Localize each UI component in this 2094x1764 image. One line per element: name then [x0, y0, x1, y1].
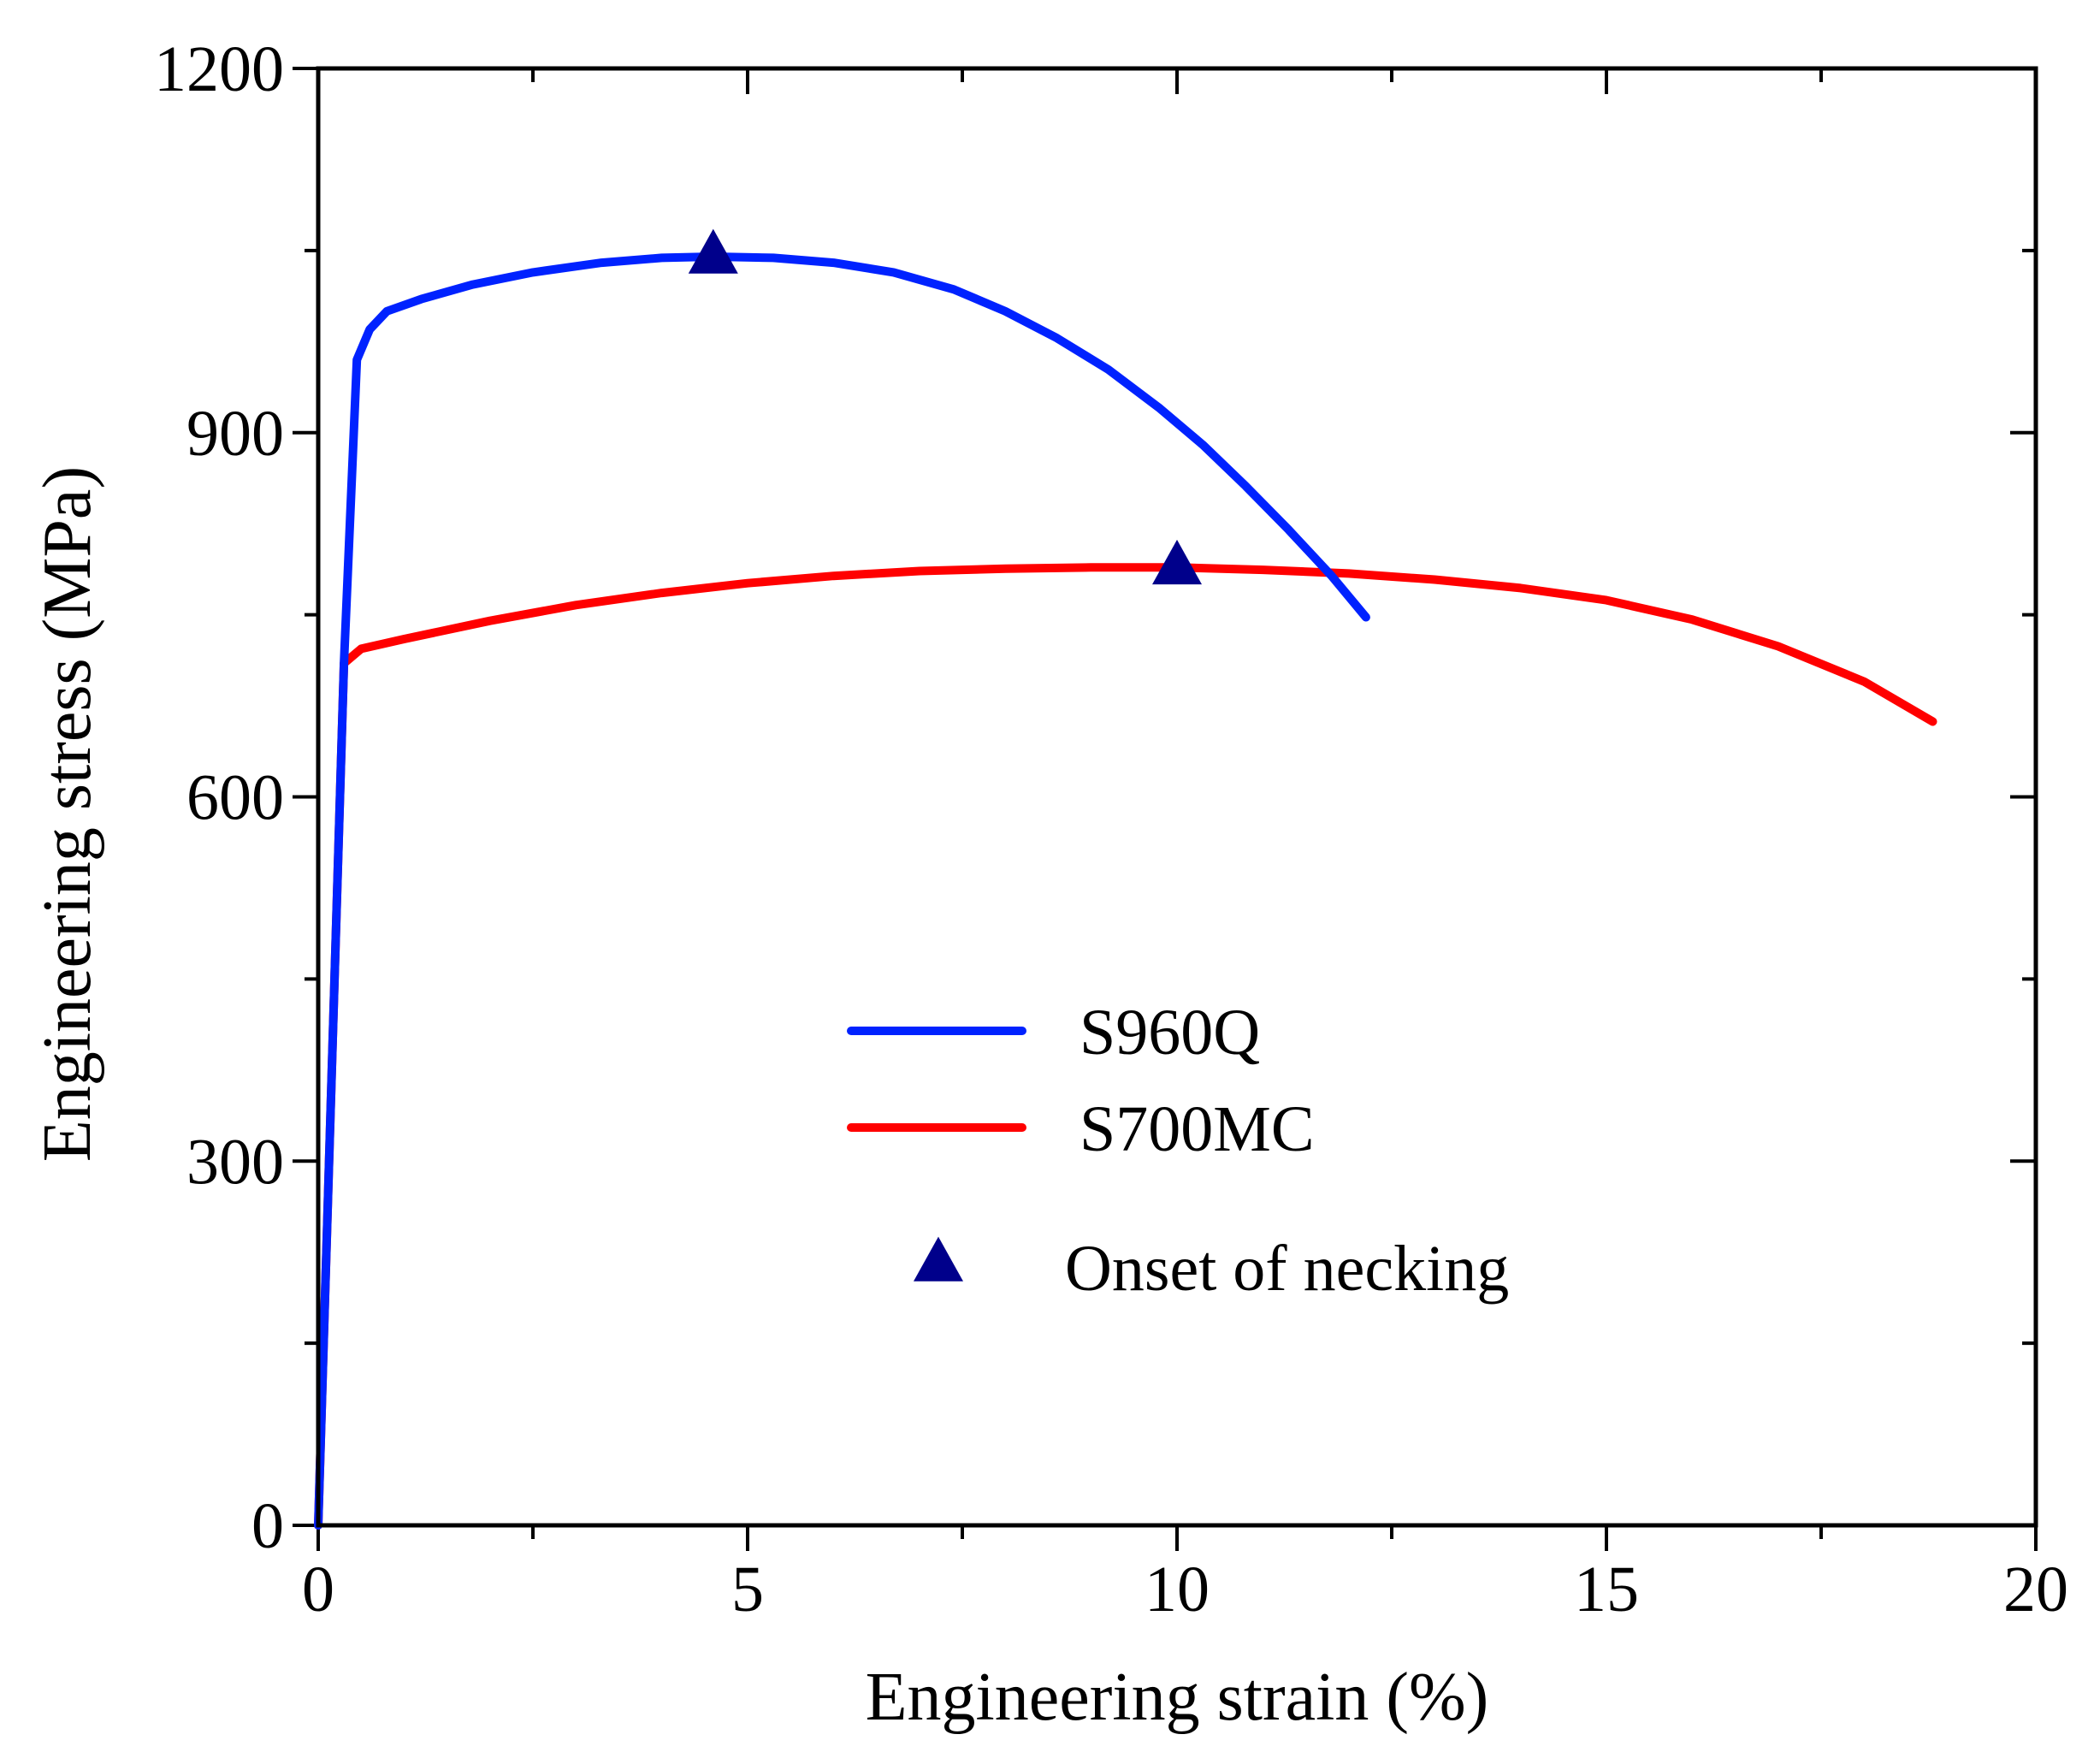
y-tick-label: 1200 — [154, 33, 284, 105]
series-line-s700mc — [314, 563, 1937, 1530]
x-tick-label: 10 — [1145, 1554, 1210, 1625]
tick-labels: 0 5 10 15 20 0 300 600 900 1200 — [154, 33, 2068, 1625]
x-tick-label: 20 — [2003, 1554, 2068, 1625]
x-tick-label: 5 — [731, 1554, 764, 1625]
legend-label-necking: Onset of necking — [1065, 1233, 1509, 1305]
y-tick-label: 300 — [186, 1126, 284, 1198]
x-tick-label: 15 — [1574, 1554, 1639, 1625]
legend-label-s700mc: S700MC — [1080, 1093, 1315, 1165]
y-tick-label: 900 — [186, 398, 284, 470]
legend: S960Q S700MC Onset of necking — [847, 997, 1509, 1305]
y-tick-label: 0 — [251, 1490, 284, 1562]
data-series — [314, 252, 1937, 1530]
y-tick-label: 600 — [186, 762, 284, 834]
x-tick-label: 0 — [302, 1554, 334, 1625]
necking-marker — [1152, 539, 1202, 585]
necking-marker — [688, 228, 738, 274]
legend-triangle-icon — [914, 1236, 963, 1282]
legend-label-s960q: S960Q — [1080, 997, 1260, 1068]
series-line-s960q — [314, 252, 1370, 1530]
y-axis-title: Engineering stress (MPa) — [30, 466, 105, 1162]
x-axis-title: Engineering strain (%) — [866, 1660, 1489, 1735]
necking-markers — [688, 228, 1202, 585]
plot-area-frame — [316, 66, 2038, 1528]
